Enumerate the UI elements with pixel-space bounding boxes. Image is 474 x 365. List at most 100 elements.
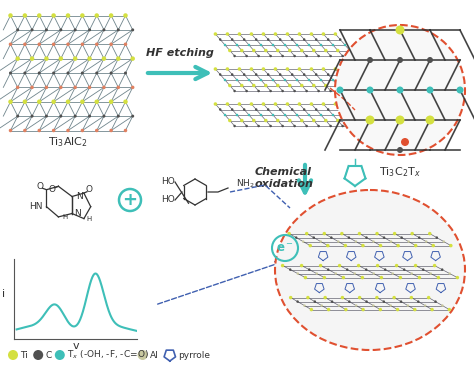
Text: HN: HN	[29, 202, 43, 211]
Circle shape	[291, 73, 293, 76]
Circle shape	[365, 300, 368, 303]
Circle shape	[23, 13, 27, 18]
Circle shape	[337, 87, 344, 93]
Circle shape	[401, 237, 403, 239]
Circle shape	[80, 13, 85, 18]
Circle shape	[291, 38, 293, 41]
Circle shape	[300, 49, 303, 52]
Y-axis label: i: i	[1, 289, 5, 299]
Circle shape	[413, 308, 417, 311]
Text: HO: HO	[161, 196, 175, 204]
Circle shape	[236, 44, 238, 46]
Circle shape	[312, 119, 316, 122]
Circle shape	[297, 272, 299, 275]
Circle shape	[300, 84, 303, 87]
Circle shape	[66, 42, 70, 46]
Circle shape	[252, 84, 255, 87]
Circle shape	[337, 304, 340, 307]
Circle shape	[410, 232, 414, 235]
Circle shape	[224, 44, 226, 46]
Circle shape	[302, 240, 304, 243]
Circle shape	[341, 55, 344, 57]
Circle shape	[33, 350, 43, 360]
Circle shape	[298, 67, 301, 71]
Circle shape	[393, 232, 396, 235]
Circle shape	[248, 79, 250, 81]
Circle shape	[214, 67, 217, 71]
Circle shape	[319, 240, 322, 243]
Circle shape	[336, 49, 339, 52]
Circle shape	[395, 26, 404, 35]
Circle shape	[252, 119, 255, 122]
Circle shape	[73, 86, 77, 89]
Circle shape	[361, 276, 364, 279]
Circle shape	[117, 115, 120, 118]
Circle shape	[102, 56, 106, 61]
Circle shape	[102, 28, 105, 31]
Circle shape	[308, 114, 310, 116]
Circle shape	[303, 108, 305, 111]
Circle shape	[348, 84, 352, 87]
Circle shape	[443, 240, 445, 243]
Circle shape	[339, 73, 341, 76]
Circle shape	[37, 42, 41, 46]
Circle shape	[243, 73, 246, 76]
Circle shape	[329, 55, 332, 57]
Circle shape	[252, 49, 255, 52]
Text: Ti: Ti	[20, 350, 28, 360]
Circle shape	[276, 84, 280, 87]
Circle shape	[52, 42, 55, 46]
Text: pyrrole: pyrrole	[178, 350, 210, 360]
Circle shape	[226, 102, 229, 106]
Circle shape	[422, 268, 424, 271]
Circle shape	[286, 32, 289, 36]
Circle shape	[248, 114, 250, 116]
Circle shape	[336, 84, 339, 87]
Circle shape	[267, 73, 269, 76]
Circle shape	[269, 90, 272, 92]
Circle shape	[305, 232, 309, 235]
Circle shape	[257, 55, 260, 57]
Circle shape	[30, 115, 34, 118]
Circle shape	[130, 56, 135, 61]
Circle shape	[296, 300, 299, 303]
Circle shape	[335, 25, 465, 155]
Circle shape	[224, 79, 226, 81]
Circle shape	[73, 115, 77, 118]
Circle shape	[355, 240, 357, 243]
Circle shape	[59, 28, 62, 31]
Circle shape	[59, 115, 62, 118]
Circle shape	[341, 125, 344, 127]
Circle shape	[332, 79, 334, 81]
Circle shape	[303, 304, 306, 307]
Circle shape	[327, 108, 329, 111]
Text: Ti$_3$C$_2$T$_x$: Ti$_3$C$_2$T$_x$	[379, 165, 421, 179]
Circle shape	[300, 264, 303, 267]
Circle shape	[124, 72, 127, 74]
Circle shape	[16, 56, 20, 61]
Circle shape	[233, 55, 236, 57]
Circle shape	[87, 56, 92, 61]
Circle shape	[344, 308, 347, 311]
Circle shape	[300, 119, 303, 122]
Circle shape	[429, 272, 432, 275]
Circle shape	[308, 44, 310, 46]
Circle shape	[37, 100, 42, 104]
Circle shape	[45, 28, 48, 31]
Circle shape	[45, 115, 48, 118]
Circle shape	[427, 87, 434, 93]
Circle shape	[399, 276, 402, 279]
Circle shape	[384, 268, 386, 271]
Circle shape	[410, 296, 413, 299]
Circle shape	[296, 79, 298, 81]
Circle shape	[9, 72, 12, 74]
Circle shape	[284, 44, 286, 46]
Circle shape	[342, 276, 345, 279]
Circle shape	[123, 100, 128, 104]
Circle shape	[361, 244, 365, 247]
Circle shape	[376, 264, 379, 267]
Circle shape	[372, 304, 375, 307]
Circle shape	[424, 304, 427, 307]
Circle shape	[45, 86, 48, 89]
Circle shape	[109, 42, 113, 46]
